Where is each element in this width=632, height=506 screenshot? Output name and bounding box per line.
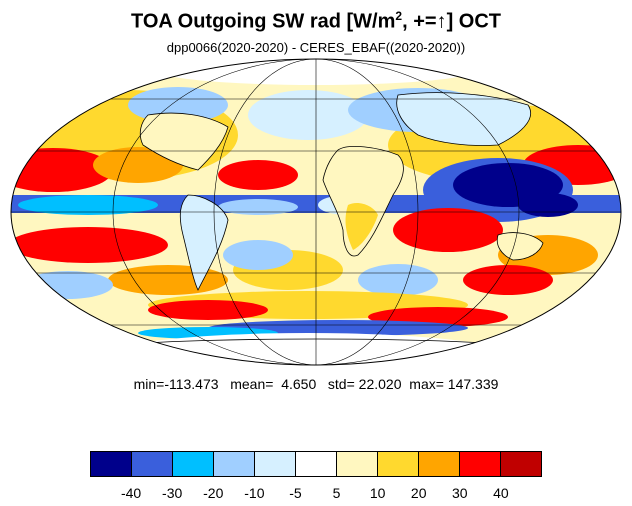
colorbar-box [296, 452, 337, 476]
colorbar-box [378, 452, 419, 476]
map-border [10, 58, 622, 366]
colorbar-tick-label: 5 [332, 485, 341, 501]
colorbar-box [132, 452, 173, 476]
colorbar [90, 451, 542, 477]
colorbar-box [419, 452, 460, 476]
mollweide-map [10, 58, 622, 366]
colorbar-tick-label: 40 [493, 485, 509, 501]
statistics-line: min=-113.473 mean= 4.650 std= 22.020 max… [133, 376, 499, 392]
colorbar-tick-labels: -40 -30 -20 -10 -5 5 10 20 30 40 [90, 485, 542, 503]
colorbar-tick-label: -30 [162, 485, 183, 501]
colorbar-tick-label: -10 [244, 485, 265, 501]
colorbar-box [255, 452, 296, 476]
colorbar-box [214, 452, 255, 476]
colorbar-tick-label: 20 [410, 485, 427, 501]
colorbar-box [337, 452, 378, 476]
colorbar-box [460, 452, 501, 476]
coastlines [117, 92, 544, 346]
plot-title: TOA Outgoing SW rad [W/m2, +=↑] OCT [130, 9, 501, 33]
colorbar-box [501, 452, 541, 476]
colorbar-tick-label: -5 [289, 485, 302, 501]
colorbar-tick-label: -40 [120, 485, 142, 501]
plot-subtitle: dpp0066(2020-2020) - CERES_EBAF((2020-20… [166, 40, 466, 55]
colorbar-tick-label: -20 [203, 485, 224, 501]
colorbar-box [91, 452, 132, 476]
colorbar-box [173, 452, 214, 476]
colorbar-tick-label: 10 [369, 485, 386, 501]
colorbar-tick-label: 30 [452, 485, 468, 501]
